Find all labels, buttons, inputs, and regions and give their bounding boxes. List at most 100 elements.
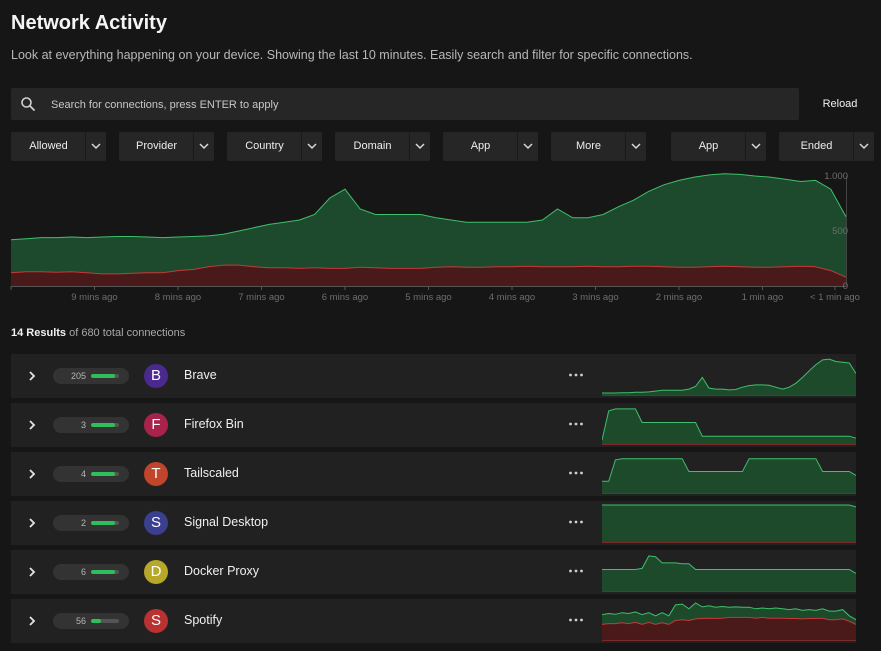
sparkline-area bbox=[602, 359, 856, 395]
connection-count: 4 bbox=[80, 469, 86, 479]
activity-sparkline bbox=[602, 358, 856, 396]
filter-dropdown-domain[interactable]: Domain bbox=[335, 132, 430, 161]
filter-label: Provider bbox=[136, 140, 177, 152]
chevron-down-icon[interactable] bbox=[409, 132, 430, 161]
list-item[interactable]: 2 S Signal Desktop bbox=[11, 501, 856, 545]
x-tick-label: 4 mins ago bbox=[489, 292, 535, 303]
activity-sparkline bbox=[602, 555, 856, 592]
activity-bar bbox=[91, 423, 119, 427]
x-tick-label: < 1 min ago bbox=[810, 292, 860, 303]
network-activity-chart: 9 mins ago 8 mins ago 7 mins ago 6 mins ago… bbox=[10, 171, 860, 303]
filter-dropdown-provider[interactable]: Provider bbox=[119, 132, 214, 161]
sparkline-line bbox=[602, 555, 856, 574]
sparkline-line bbox=[602, 358, 856, 394]
filter-dropdown-allowed[interactable]: Allowed bbox=[11, 132, 106, 161]
sparkline-area-blocked bbox=[602, 617, 856, 640]
more-options-icon[interactable] bbox=[567, 611, 585, 629]
sparkline-line bbox=[602, 602, 856, 621]
activity-bar bbox=[91, 521, 119, 525]
list-item[interactable]: 56 S Spotify bbox=[11, 599, 856, 643]
filter-dropdown-app[interactable]: App bbox=[671, 132, 766, 161]
filter-dropdown-ended[interactable]: Ended bbox=[779, 132, 874, 161]
y-tick-label: 0 bbox=[843, 281, 848, 292]
blocked-series-line bbox=[10, 264, 847, 278]
app-name: Signal Desktop bbox=[184, 515, 269, 529]
activity-sparkline bbox=[602, 408, 856, 445]
results-total: of 680 total connections bbox=[69, 327, 186, 339]
x-tick-label: 3 mins ago bbox=[572, 292, 618, 303]
activity-sparkline bbox=[602, 504, 856, 543]
activity-sparkline bbox=[602, 458, 856, 494]
chevron-right-icon[interactable] bbox=[24, 613, 40, 629]
filter-label: Ended bbox=[800, 140, 833, 152]
filter-label: Allowed bbox=[29, 140, 68, 152]
app-avatar: F bbox=[144, 413, 168, 437]
list-item[interactable]: 4 T Tailscaled bbox=[11, 452, 856, 496]
filter-dropdown-country[interactable]: Country bbox=[227, 132, 322, 161]
sparkline-area bbox=[602, 458, 856, 493]
x-tick-label: 2 mins ago bbox=[656, 292, 702, 303]
chevron-down-icon[interactable] bbox=[625, 132, 646, 161]
search-bar[interactable] bbox=[11, 88, 799, 122]
more-options-icon[interactable] bbox=[567, 366, 585, 384]
search-icon bbox=[20, 96, 36, 112]
sparkline-area bbox=[602, 505, 856, 542]
chevron-down-icon[interactable] bbox=[301, 132, 322, 161]
filter-label: Domain bbox=[353, 140, 392, 152]
chevron-right-icon[interactable] bbox=[24, 564, 40, 580]
filter-dropdown-more[interactable]: More bbox=[551, 132, 646, 161]
connection-count: 3 bbox=[80, 420, 86, 430]
chevron-down-icon[interactable] bbox=[193, 132, 214, 161]
x-tick-label: 1 min ago bbox=[742, 292, 784, 303]
chevron-down-icon[interactable] bbox=[517, 132, 538, 161]
chevron-right-icon[interactable] bbox=[24, 368, 40, 384]
app-name: Brave bbox=[184, 368, 217, 382]
activity-sparkline bbox=[602, 602, 856, 641]
chevron-down-icon[interactable] bbox=[85, 132, 106, 161]
connection-count: 2 bbox=[80, 518, 86, 528]
connection-count-badge: 6 bbox=[53, 564, 129, 580]
allowed-series-area bbox=[11, 173, 846, 286]
connection-count: 56 bbox=[75, 616, 86, 626]
blocked-series-area bbox=[11, 265, 846, 286]
app-name: Firefox Bin bbox=[184, 417, 244, 431]
chevron-right-icon[interactable] bbox=[24, 417, 40, 433]
app-name: Spotify bbox=[184, 613, 223, 627]
search-input[interactable] bbox=[49, 88, 793, 122]
results-summary: 14 Results of 680 total connections bbox=[11, 327, 185, 339]
activity-bar bbox=[91, 374, 119, 378]
filter-dropdown-app[interactable]: App bbox=[443, 132, 538, 161]
filter-label: Country bbox=[245, 140, 284, 152]
list-item[interactable]: 6 D Docker Proxy bbox=[11, 550, 856, 594]
activity-bar bbox=[91, 472, 119, 476]
sparkline-area bbox=[602, 408, 856, 444]
connection-count-badge: 2 bbox=[53, 515, 129, 531]
app-avatar: D bbox=[144, 560, 168, 584]
list-item[interactable]: 3 F Firefox Bin bbox=[11, 403, 856, 447]
activity-bar bbox=[91, 570, 119, 574]
chevron-right-icon[interactable] bbox=[24, 466, 40, 482]
more-options-icon[interactable] bbox=[567, 415, 585, 433]
x-tick-label: 7 mins ago bbox=[238, 292, 284, 303]
list-item[interactable]: 205 B Brave bbox=[11, 354, 856, 398]
connection-count: 6 bbox=[80, 567, 86, 577]
sparkline-area bbox=[602, 555, 856, 591]
more-options-icon[interactable] bbox=[567, 562, 585, 580]
x-tick-label: 8 mins ago bbox=[155, 292, 201, 303]
more-options-icon[interactable] bbox=[567, 464, 585, 482]
chevron-down-icon[interactable] bbox=[853, 132, 874, 161]
sparkline-line bbox=[602, 408, 856, 441]
app-avatar: B bbox=[144, 364, 168, 388]
results-count: 14 Results bbox=[11, 327, 67, 339]
sparkline-line-blocked bbox=[602, 616, 856, 625]
more-options-icon[interactable] bbox=[567, 513, 585, 531]
filter-label: More bbox=[575, 140, 602, 152]
chevron-right-icon[interactable] bbox=[24, 515, 40, 531]
filter-label: App bbox=[698, 140, 719, 152]
chevron-down-icon[interactable] bbox=[745, 132, 766, 161]
x-tick-label: 5 mins ago bbox=[405, 292, 451, 303]
sparkline-line bbox=[602, 504, 856, 508]
connection-count-badge: 56 bbox=[53, 613, 129, 629]
reload-button[interactable]: Reload bbox=[822, 98, 858, 110]
activity-bar bbox=[91, 619, 119, 623]
